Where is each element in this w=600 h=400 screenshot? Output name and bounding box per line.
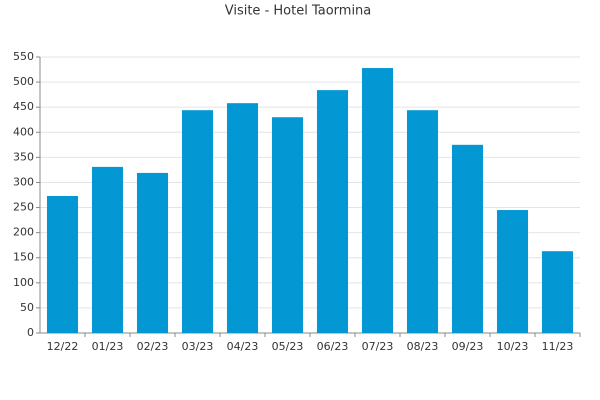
y-tick-label: 550 — [13, 50, 34, 63]
bar — [451, 144, 484, 333]
y-tick-label: 100 — [13, 276, 34, 289]
bar — [496, 210, 529, 333]
y-tick-label: 0 — [27, 326, 34, 339]
y-tick-label: 500 — [13, 75, 34, 88]
bar — [316, 90, 349, 334]
y-tick-label: 200 — [13, 226, 34, 239]
bar — [361, 68, 394, 333]
x-tick-label: 11/23 — [542, 340, 574, 353]
x-tick-label: 04/23 — [227, 340, 259, 353]
x-tick-label: 02/23 — [137, 340, 169, 353]
x-tick-label: 05/23 — [272, 340, 304, 353]
chart-title: Visite - Hotel Taormina — [225, 4, 372, 19]
bar — [91, 166, 124, 333]
y-tick-label: 250 — [13, 201, 34, 214]
y-tick-label: 450 — [13, 100, 34, 113]
x-tick-label: 01/23 — [92, 340, 124, 353]
bar — [541, 251, 574, 333]
x-tick-label: 08/23 — [407, 340, 439, 353]
y-tick-label: 350 — [13, 150, 34, 163]
x-tick-label: 06/23 — [317, 340, 349, 353]
bar — [406, 110, 439, 334]
y-tick-label: 50 — [20, 301, 34, 314]
bar — [181, 110, 214, 334]
bar — [271, 117, 304, 333]
bar — [226, 103, 259, 334]
x-tick-label: 10/23 — [497, 340, 529, 353]
bar — [46, 196, 79, 333]
x-tick-label: 12/22 — [47, 340, 79, 353]
x-tick-label: 09/23 — [452, 340, 484, 353]
x-tick-label: 03/23 — [182, 340, 214, 353]
y-tick-label: 300 — [13, 175, 34, 188]
y-tick-label: 400 — [13, 125, 34, 138]
y-tick-label: 150 — [13, 251, 34, 264]
x-tick-label: 07/23 — [362, 340, 394, 353]
bar — [136, 172, 169, 333]
